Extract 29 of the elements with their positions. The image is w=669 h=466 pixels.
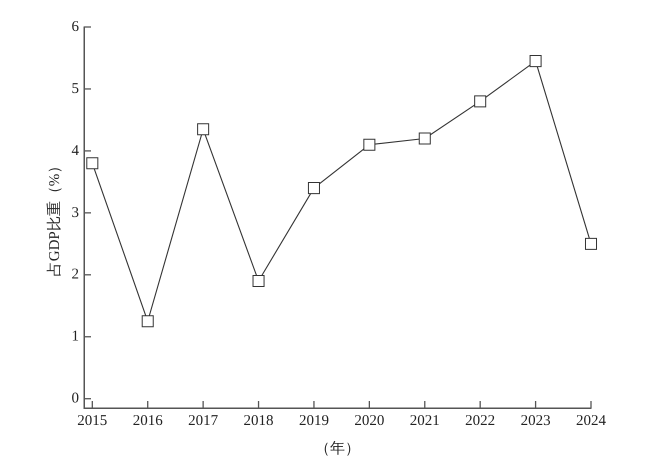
x-axis-title: （年） [315,440,360,457]
point [252,274,265,288]
y-tick-label: 1 [72,328,79,345]
point [197,123,210,136]
y-tick-label: 0 [72,390,79,407]
point [142,315,154,328]
x-tick-label: 2019 [298,412,329,429]
x-tick-label: 2015 [77,412,108,429]
point [584,238,598,250]
point [86,157,98,170]
point [474,95,486,108]
y-tick-label: 6 [72,18,80,35]
point [363,138,376,151]
x-tick-label: 2018 [244,412,274,429]
x-tick-label: 2016 [132,412,164,429]
x-tick-label: 2023 [520,412,551,429]
x-tick-label: 2022 [465,412,496,429]
x-tick-label: 2021 [410,412,440,429]
point [308,182,320,194]
y-tick-label: 4 [72,142,80,159]
y-tick-label: 3 [72,204,79,221]
x-tick-label: 2017 [188,412,219,429]
x-tick-label: 2024 [576,412,606,429]
point [418,132,431,145]
y-tick-label: 2 [72,266,79,283]
point [530,55,542,68]
y-tick-label: 5 [72,80,79,97]
y-axis-title: 占GDP比重（%） [46,158,63,276]
x-tick-label: 2020 [354,412,384,429]
